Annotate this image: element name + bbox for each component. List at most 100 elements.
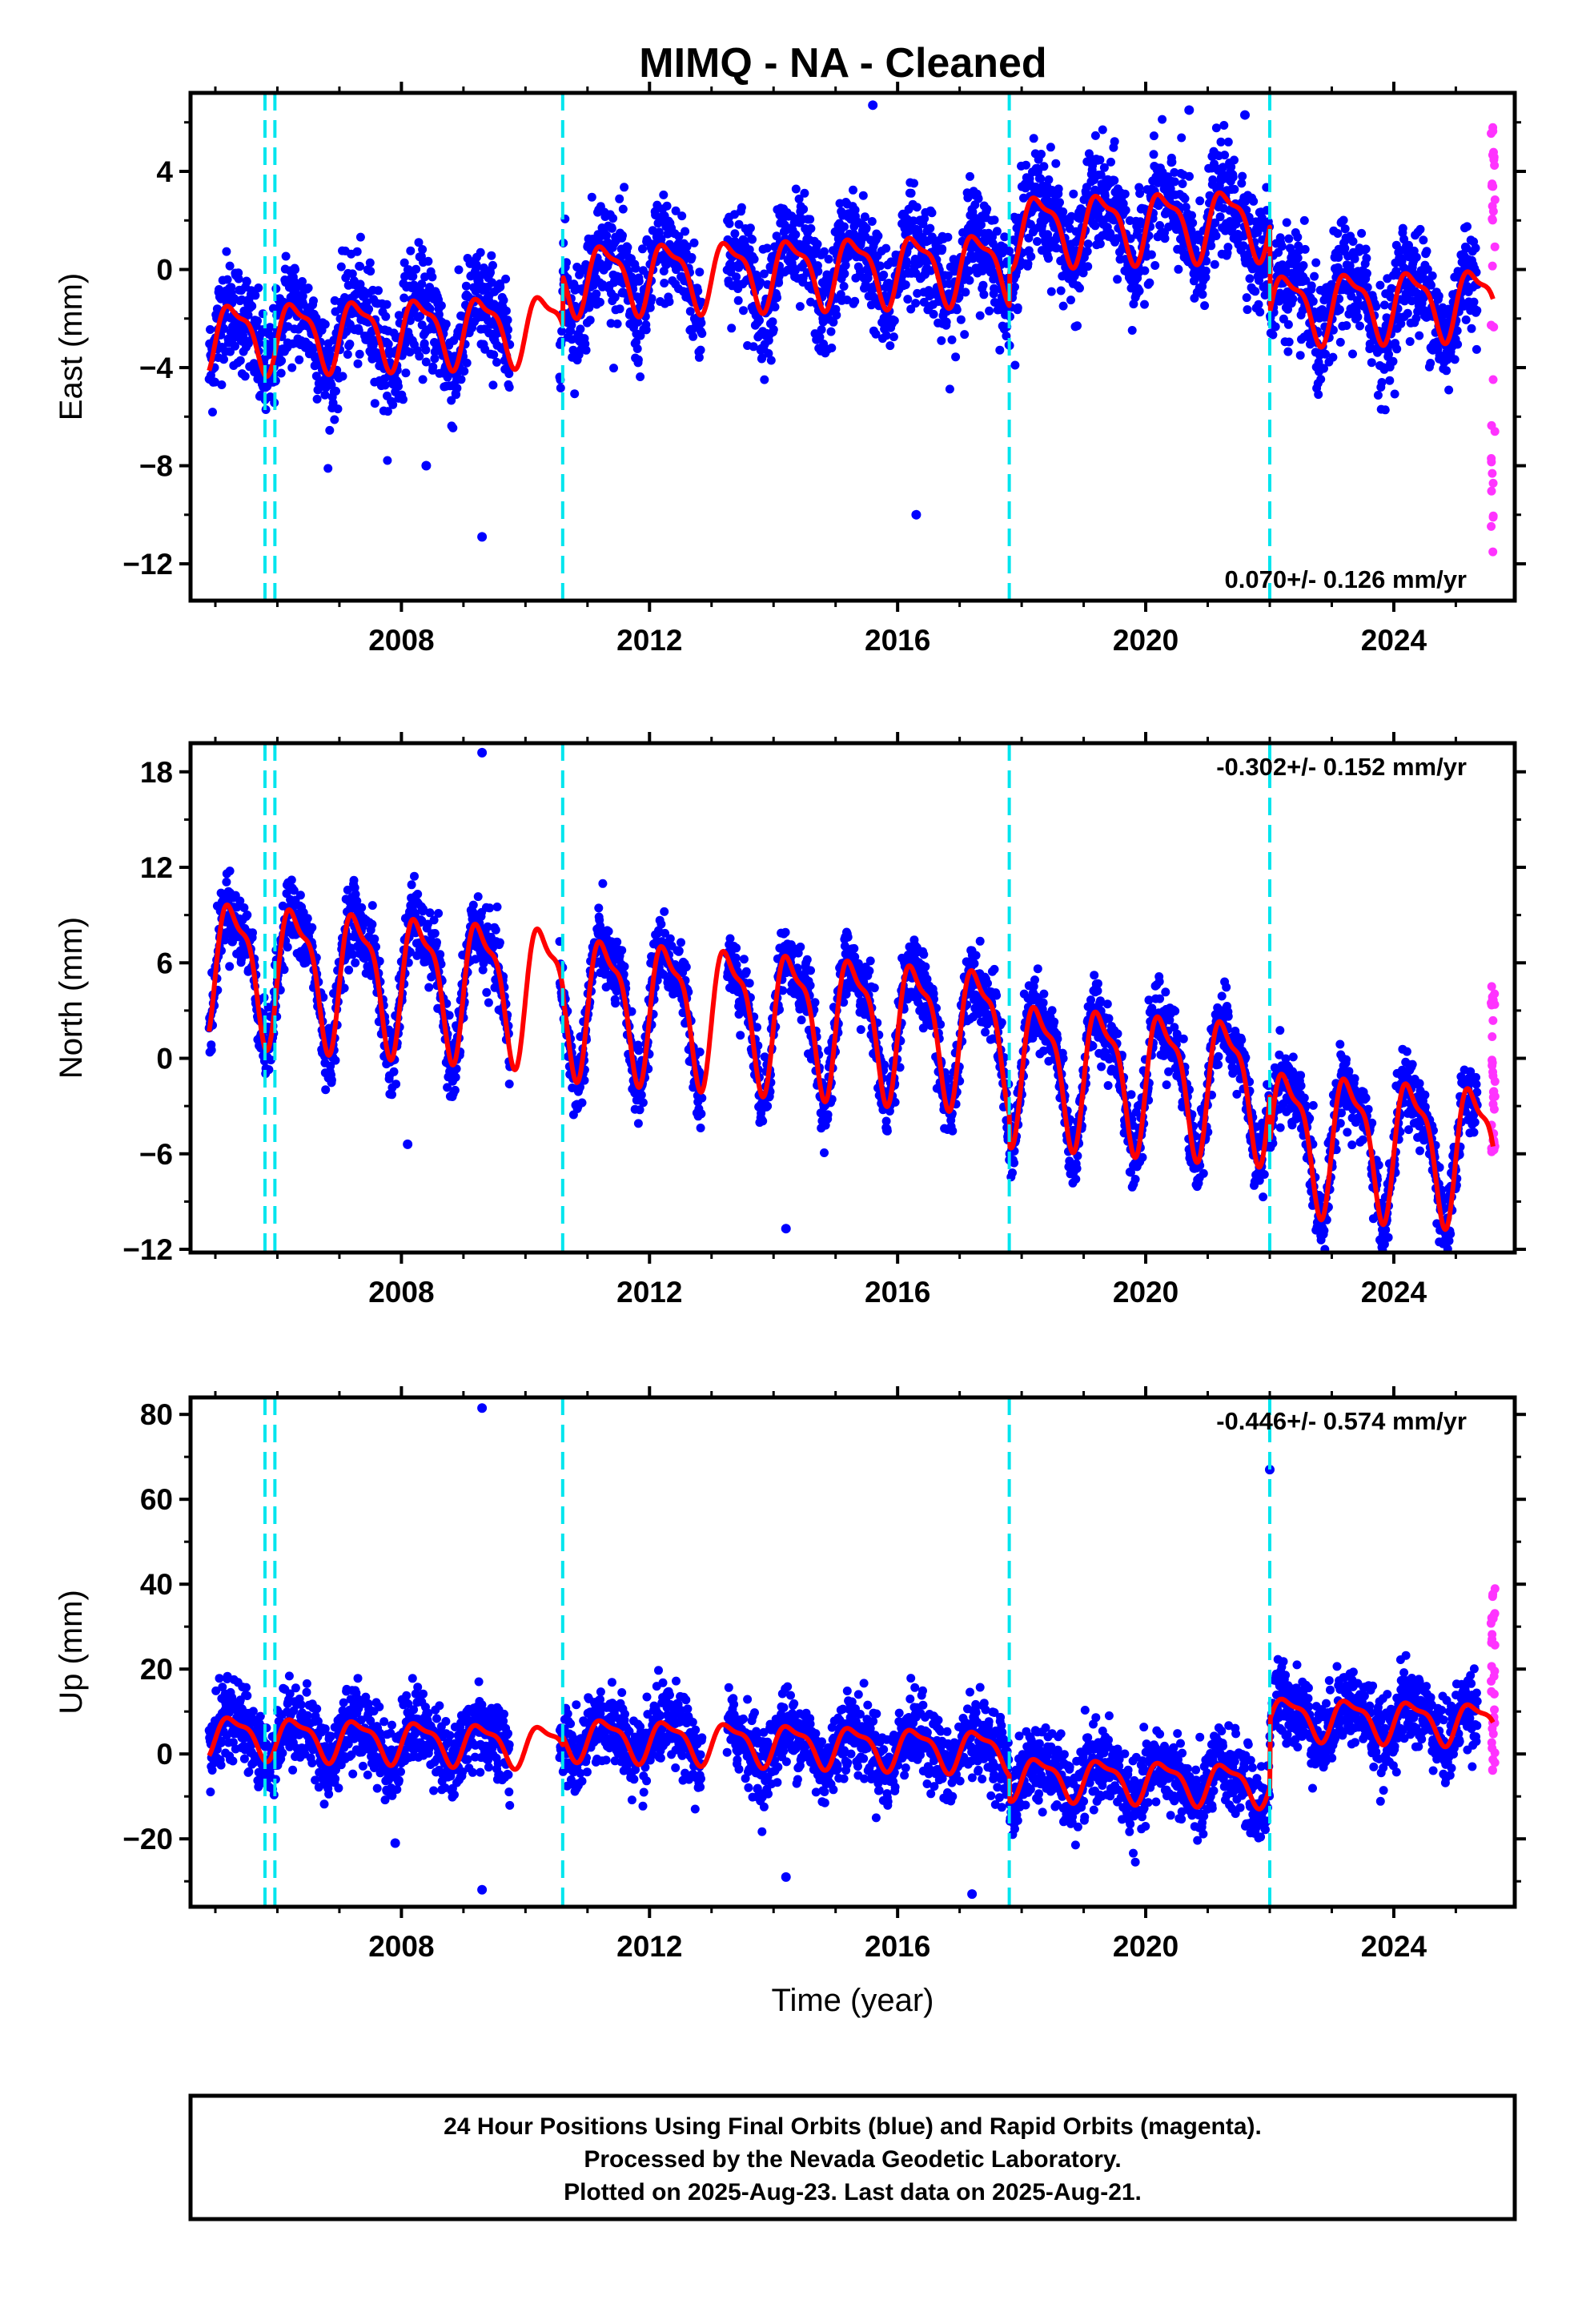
data-point — [434, 909, 444, 918]
data-point — [476, 247, 485, 257]
data-point — [333, 404, 343, 414]
data-point — [451, 1072, 460, 1082]
data-point — [410, 871, 419, 881]
rapid-point — [1488, 547, 1498, 557]
data-point — [1328, 352, 1338, 362]
y-tick-label: −8 — [139, 450, 173, 483]
rapid-point — [1488, 123, 1498, 132]
data-point — [739, 955, 749, 964]
data-point — [235, 356, 245, 365]
data-point — [1271, 322, 1280, 332]
data-point — [1245, 274, 1255, 283]
data-point — [610, 292, 620, 302]
data-point — [1230, 155, 1239, 165]
data-point — [1335, 337, 1345, 347]
data-point — [338, 372, 347, 381]
data-point — [911, 299, 921, 308]
data-point — [1106, 157, 1115, 167]
data-point — [773, 293, 781, 303]
data-point — [1054, 184, 1063, 194]
data-point — [596, 297, 604, 307]
data-point — [367, 919, 377, 929]
data-point — [725, 934, 735, 943]
data-point — [1095, 239, 1105, 248]
data-point — [1083, 239, 1093, 249]
data-point — [1140, 300, 1149, 309]
data-point — [832, 311, 841, 320]
data-point — [468, 900, 478, 910]
data-point — [1167, 157, 1177, 167]
data-point — [331, 386, 340, 396]
data-point — [615, 194, 624, 203]
data-point — [1090, 221, 1100, 231]
data-point — [694, 352, 704, 362]
data-point — [499, 296, 508, 305]
data-point — [665, 934, 675, 943]
data-point — [889, 332, 898, 342]
data-point — [408, 271, 418, 281]
data-point — [656, 919, 666, 929]
data-point — [454, 265, 464, 275]
data-point — [208, 408, 217, 417]
data-point — [1398, 223, 1407, 233]
data-point — [407, 880, 416, 890]
data-point — [1277, 242, 1287, 251]
outlier-point — [421, 460, 432, 471]
rapid-point — [1488, 261, 1497, 271]
data-point — [1357, 228, 1367, 238]
data-point — [982, 204, 992, 214]
data-point — [1426, 359, 1435, 368]
data-point — [727, 324, 737, 333]
data-point — [504, 325, 512, 335]
data-point — [1385, 376, 1395, 385]
data-point — [861, 223, 871, 233]
data-point — [1230, 184, 1239, 194]
y-tick-label: −12 — [122, 548, 173, 581]
data-point — [992, 227, 1002, 236]
data-point — [1223, 137, 1233, 147]
data-point — [417, 320, 427, 330]
data-point — [1295, 351, 1305, 360]
data-point — [1082, 247, 1092, 256]
data-point — [417, 279, 427, 289]
data-point — [351, 289, 360, 299]
data-point — [901, 256, 911, 266]
data-point — [485, 903, 495, 913]
data-point — [660, 907, 669, 916]
data-point — [400, 339, 410, 348]
data-point — [320, 390, 330, 400]
data-point — [956, 315, 966, 324]
data-point — [1208, 175, 1218, 184]
data-point — [482, 987, 492, 997]
data-point — [219, 355, 228, 364]
data-point — [1450, 355, 1460, 364]
data-point — [391, 1080, 401, 1089]
data-point — [1110, 175, 1119, 185]
data-point — [492, 903, 502, 911]
data-point — [366, 267, 375, 276]
data-point — [681, 963, 691, 971]
data-point — [770, 302, 780, 312]
x-tick-label: 2020 — [1113, 624, 1178, 657]
data-point — [766, 356, 776, 365]
data-point — [1427, 271, 1437, 280]
data-point — [1403, 308, 1412, 318]
data-point — [697, 329, 707, 338]
data-point — [243, 310, 253, 320]
data-point — [401, 368, 411, 378]
data-point — [696, 1124, 705, 1132]
data-point — [1392, 344, 1402, 354]
data-point — [420, 272, 430, 282]
data-point — [697, 318, 706, 328]
data-point — [347, 269, 357, 279]
data-point — [606, 319, 616, 328]
data-point — [849, 185, 857, 195]
data-point — [633, 355, 643, 364]
data-point — [979, 290, 989, 300]
data-point — [641, 325, 651, 335]
data-point — [1353, 312, 1363, 322]
data-point — [681, 227, 690, 236]
data-point — [1307, 281, 1316, 291]
data-point — [1467, 324, 1476, 333]
